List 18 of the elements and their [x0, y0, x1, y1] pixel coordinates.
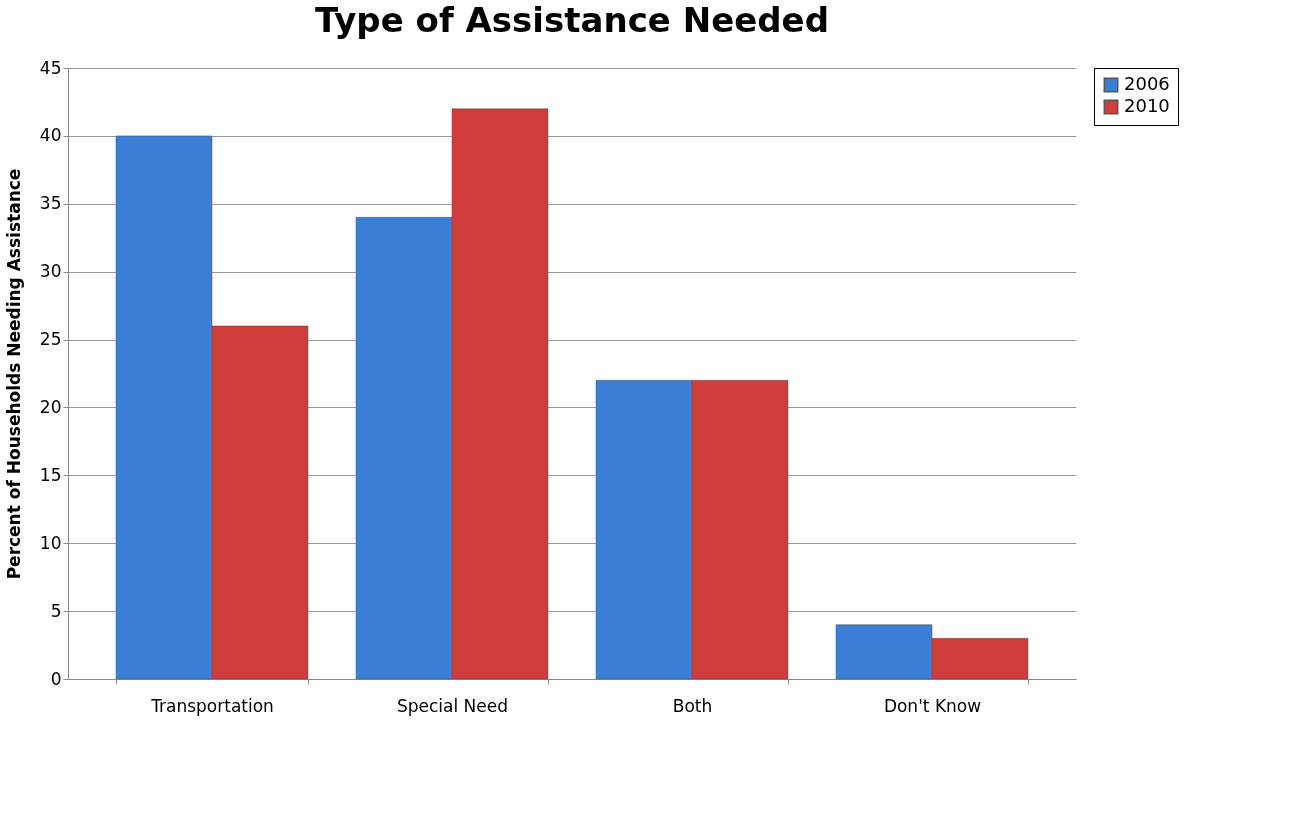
x-tick-label: Transportation: [150, 695, 274, 716]
legend-label: 2006: [1124, 73, 1170, 94]
y-tick-label: 35: [39, 193, 62, 214]
y-tick-label: 30: [39, 261, 62, 282]
y-tick-label: 20: [39, 396, 62, 417]
y-tick-label: 25: [39, 329, 62, 350]
x-tick-label: Don't Know: [883, 695, 982, 716]
y-tick-label: 10: [39, 532, 62, 553]
y-tick-label: 40: [39, 125, 62, 146]
chart-title: Type of Assistance Needed: [315, 0, 829, 40]
y-tick-label: 15: [39, 464, 62, 485]
legend-label: 2010: [1124, 95, 1170, 116]
x-tick-label: Special Need: [396, 695, 509, 716]
y-tick-label: 5: [50, 600, 62, 621]
y-tick-label: 45: [39, 57, 62, 78]
y-axis-title: Percent of Households Needing Assistance: [3, 168, 24, 580]
x-tick-label: Both: [672, 695, 713, 716]
y-tick-label: 0: [50, 668, 62, 689]
